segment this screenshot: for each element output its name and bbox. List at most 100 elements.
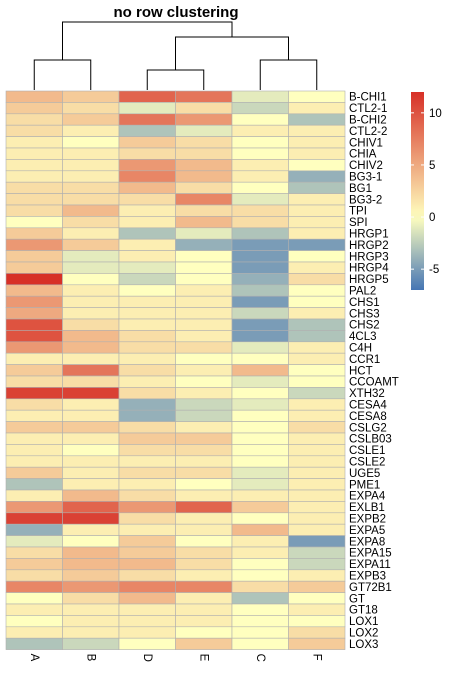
row-label: CESA8 — [349, 411, 387, 423]
row-label: SPI — [349, 217, 368, 229]
heatmap-cell — [5, 455, 63, 468]
heatmap-cell — [288, 147, 346, 160]
heatmap-cell — [288, 238, 346, 251]
heatmap-cell — [62, 193, 120, 206]
heatmap-cell — [5, 432, 63, 445]
heatmap-cell — [62, 295, 120, 308]
heatmap-cell — [118, 501, 176, 514]
heatmap-cell — [288, 204, 346, 217]
heatmap-cell — [288, 444, 346, 457]
legend-tick-label: 5 — [429, 160, 435, 172]
heatmap-cell — [5, 375, 63, 388]
heatmap-cell — [5, 318, 63, 331]
heatmap-cell — [231, 204, 289, 217]
heatmap-cell — [5, 341, 63, 354]
heatmap-cell — [231, 615, 289, 628]
row-label: EXPA15 — [349, 548, 392, 560]
heatmap-cell — [288, 318, 346, 331]
heatmap-cell — [175, 284, 233, 297]
heatmap-cell — [118, 626, 176, 639]
heatmap-cell — [175, 375, 233, 388]
heatmap-cell — [231, 558, 289, 571]
row-label: HRGP4 — [349, 263, 389, 275]
heatmap-cell — [288, 409, 346, 422]
heatmap-cell — [5, 478, 63, 491]
heatmap-cell — [118, 113, 176, 126]
heatmap-cell — [231, 273, 289, 286]
heatmap-cell — [5, 580, 63, 593]
dendrogram-link — [259, 59, 318, 90]
row-label: EXPA5 — [349, 525, 385, 537]
row-label: EXPB2 — [349, 514, 386, 526]
heatmap-cell — [175, 170, 233, 183]
row-label: CSLE2 — [349, 457, 385, 469]
heatmap-cell — [118, 546, 176, 559]
heatmap-cell — [175, 398, 233, 411]
heatmap-cell — [288, 170, 346, 183]
heatmap-cell — [288, 501, 346, 514]
heatmap-cell — [5, 466, 63, 479]
heatmap-cell — [5, 444, 63, 457]
heatmap-cell — [5, 592, 63, 605]
heatmap-cell — [288, 159, 346, 172]
heatmap-cell — [231, 318, 289, 331]
heatmap-cell — [5, 637, 63, 650]
heatmap-cell — [5, 238, 63, 251]
heatmap-cell — [231, 421, 289, 434]
heatmap-cell — [118, 147, 176, 160]
row-label: GT72B1 — [349, 582, 392, 594]
row-label: EXPA8 — [349, 536, 385, 548]
heatmap-cell — [118, 580, 176, 593]
heatmap-cell — [288, 466, 346, 479]
heatmap-cell — [5, 216, 63, 229]
heatmap-cell — [231, 444, 289, 457]
column-dendrogram — [33, 21, 318, 90]
heatmap-cell — [5, 626, 63, 639]
heatmap-cell — [5, 124, 63, 137]
heatmap-cell — [288, 489, 346, 502]
heatmap-cell — [175, 216, 233, 229]
heatmap-cell — [288, 375, 346, 388]
row-label: B-CHI2 — [349, 115, 387, 127]
column-label: A — [28, 654, 40, 662]
heatmap-cell — [5, 136, 63, 149]
heatmap-cell — [62, 603, 120, 616]
heatmap-cell — [62, 238, 120, 251]
heatmap-cell — [5, 227, 63, 240]
row-label: GT18 — [349, 605, 378, 617]
heatmap-cell — [5, 558, 63, 571]
heatmap-cell — [231, 432, 289, 445]
heatmap-cell — [175, 489, 233, 502]
heatmap-cell — [118, 90, 176, 103]
heatmap-cell — [175, 501, 233, 514]
row-label: BG3-1 — [349, 172, 382, 184]
heatmap-cell — [5, 409, 63, 422]
heatmap-cell — [62, 147, 120, 160]
dendrogram-link — [62, 21, 233, 60]
heatmap-cell — [288, 546, 346, 559]
heatmap-cell — [288, 512, 346, 525]
row-label: PAL2 — [349, 286, 376, 298]
heatmap-cell — [5, 170, 63, 183]
heatmap-cell — [5, 295, 63, 308]
heatmap-cell — [288, 455, 346, 468]
heatmap-cell — [5, 352, 63, 365]
heatmap-cell — [118, 273, 176, 286]
heatmap-cell — [175, 113, 233, 126]
heatmap-cell — [62, 181, 120, 194]
heatmap-cell — [175, 455, 233, 468]
heatmap-cell — [118, 181, 176, 194]
heatmap-cell — [231, 569, 289, 582]
heatmap-cell — [118, 364, 176, 377]
heatmap-cell — [288, 124, 346, 137]
heatmap-cell — [231, 113, 289, 126]
heatmap-cell — [231, 124, 289, 137]
heatmap-cell — [118, 592, 176, 605]
heatmap-cell — [288, 421, 346, 434]
heatmap-cell — [62, 250, 120, 263]
heatmap-cell — [288, 273, 346, 286]
heatmap-cell — [62, 615, 120, 628]
heatmap-cell — [62, 159, 120, 172]
heatmap-cell — [288, 307, 346, 320]
heatmap-cell — [231, 181, 289, 194]
